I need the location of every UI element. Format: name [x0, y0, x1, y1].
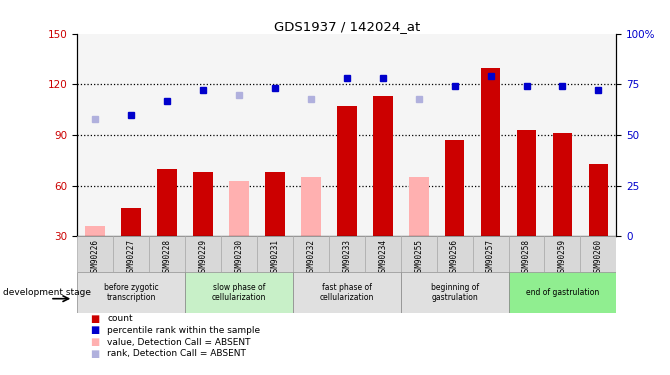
Bar	[149, 236, 185, 272]
Bar	[77, 236, 113, 272]
Bar	[373, 96, 393, 236]
Text: GSM90226: GSM90226	[90, 239, 100, 276]
Bar	[445, 140, 464, 236]
Text: GSM90232: GSM90232	[306, 239, 316, 276]
Bar	[409, 177, 429, 236]
Bar	[401, 272, 509, 313]
Bar	[337, 106, 356, 236]
Bar	[401, 236, 437, 272]
Bar	[77, 272, 185, 313]
Text: GSM90231: GSM90231	[270, 239, 279, 276]
Text: ■: ■	[90, 337, 100, 347]
Text: ■: ■	[90, 314, 100, 324]
Bar	[517, 130, 537, 236]
Bar	[480, 68, 500, 236]
Bar	[301, 177, 321, 236]
Text: percentile rank within the sample: percentile rank within the sample	[107, 326, 261, 335]
Bar	[509, 236, 545, 272]
Bar	[509, 272, 616, 313]
Bar	[185, 272, 293, 313]
Bar	[121, 208, 141, 236]
Text: GSM90233: GSM90233	[342, 239, 351, 276]
Bar	[157, 169, 177, 236]
Text: count: count	[107, 314, 133, 323]
Text: GSM90255: GSM90255	[414, 239, 423, 276]
Bar	[293, 272, 401, 313]
Text: ■: ■	[90, 326, 100, 335]
Text: GSM90227: GSM90227	[127, 239, 135, 276]
Bar	[364, 236, 401, 272]
Bar	[113, 236, 149, 272]
Bar	[329, 236, 364, 272]
Bar	[85, 226, 105, 236]
Bar	[193, 172, 213, 236]
Bar	[185, 236, 221, 272]
Title: GDS1937 / 142024_at: GDS1937 / 142024_at	[273, 20, 420, 33]
Text: fast phase of
cellularization: fast phase of cellularization	[320, 283, 374, 302]
Text: slow phase of
cellularization: slow phase of cellularization	[212, 283, 266, 302]
Text: GSM90228: GSM90228	[162, 239, 172, 276]
Bar	[472, 236, 509, 272]
Bar	[265, 172, 285, 236]
Bar	[229, 181, 249, 236]
Text: before zygotic
transcription: before zygotic transcription	[104, 283, 158, 302]
Text: ■: ■	[90, 349, 100, 359]
Bar	[545, 236, 580, 272]
Bar	[580, 236, 616, 272]
Text: value, Detection Call = ABSENT: value, Detection Call = ABSENT	[107, 338, 251, 346]
Text: beginning of
gastrulation: beginning of gastrulation	[431, 283, 478, 302]
Text: end of gastrulation: end of gastrulation	[526, 288, 599, 297]
Text: GSM90256: GSM90256	[450, 239, 459, 276]
Text: rank, Detection Call = ABSENT: rank, Detection Call = ABSENT	[107, 349, 246, 358]
Text: GSM90229: GSM90229	[198, 239, 208, 276]
Text: GSM90234: GSM90234	[378, 239, 387, 276]
Text: GSM90259: GSM90259	[558, 239, 567, 276]
Text: development stage: development stage	[3, 288, 91, 297]
Bar	[437, 236, 472, 272]
Text: GSM90230: GSM90230	[234, 239, 243, 276]
Text: GSM90257: GSM90257	[486, 239, 495, 276]
Bar	[257, 236, 293, 272]
Text: GSM90260: GSM90260	[594, 239, 603, 276]
Bar	[293, 236, 329, 272]
Text: GSM90258: GSM90258	[522, 239, 531, 276]
Bar	[221, 236, 257, 272]
Bar	[553, 134, 572, 236]
Bar	[588, 164, 608, 236]
